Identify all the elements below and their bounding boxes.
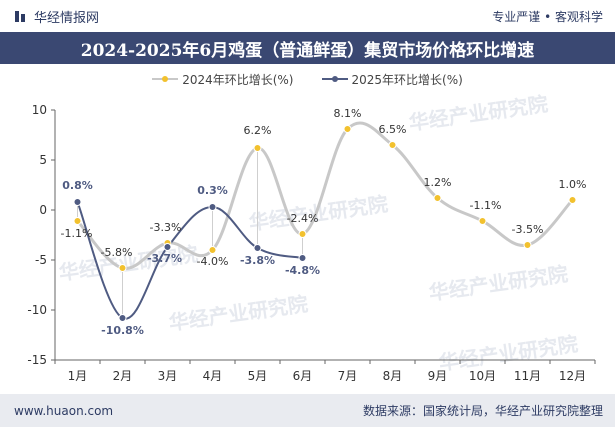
series-2025-data-label: -4.8% (285, 264, 320, 277)
series-2024-point (433, 194, 442, 202)
series-2025-point (298, 254, 307, 262)
series-2024-data-label: -4.0% (197, 255, 229, 268)
legend-label-2024: 2024年环比增长(%) (182, 72, 294, 87)
series-2025-point (163, 243, 172, 251)
series-2024-point (568, 196, 577, 204)
series-2025-data-label: -3.7% (147, 252, 182, 265)
watermark: 华经产业研究院 (407, 92, 549, 135)
y-tick-label: 5 (39, 153, 47, 167)
series-2024-point (343, 125, 352, 133)
watermark: 华经产业研究院 (427, 262, 569, 305)
x-tick-label: 3月 (158, 369, 178, 383)
series-2024-data-label: 1.0% (559, 178, 587, 191)
series-2025-point (253, 244, 262, 252)
series-2024-data-label: -1.1% (61, 227, 93, 240)
x-tick-label: 7月 (338, 369, 358, 383)
y-tick-label: 0 (39, 203, 47, 217)
legend-swatch-2025 (321, 76, 348, 82)
top-bar: 华经情报网 专业严谨 • 客观科学 (0, 0, 615, 32)
line-chart: 华经产业研究院华经产业研究院华经产业研究院华经产业研究院华经产业研究院华经产业研… (27, 92, 596, 383)
brand-name: 华经情报网 (34, 10, 100, 26)
series-2025-data-label: 0.3% (197, 184, 228, 197)
legend-label-2025: 2025年环比增长(%) (351, 72, 463, 87)
x-tick-label: 9月 (428, 369, 448, 383)
series-2024-point (388, 141, 397, 149)
series-2024-point (73, 217, 82, 225)
series-2025-data-label: -3.8% (240, 254, 275, 267)
y-tick-label: 10 (32, 103, 47, 117)
legend: 2024年环比增长(%) 2025年环比增长(%) (0, 68, 615, 90)
footer-url: www.huaon.com (14, 403, 114, 418)
x-tick-label: 8月 (383, 369, 403, 383)
series-2024-data-label: -1.1% (470, 199, 502, 212)
legend-item-2025: 2025年环比增长(%) (321, 71, 463, 88)
series-2024-point (208, 246, 217, 254)
series-2024-data-label: 6.5% (379, 123, 407, 136)
x-tick-label: 6月 (293, 369, 313, 383)
legend-item-2024: 2024年环比增长(%) (152, 71, 294, 88)
y-tick-label: -15 (27, 353, 47, 367)
series-2025-point (118, 314, 127, 322)
footer: www.huaon.com 数据来源：国家统计局，华经产业研究院整理 (0, 394, 615, 427)
series-2024-data-label: -2.4% (287, 212, 319, 225)
x-tick-label: 5月 (248, 369, 268, 383)
x-tick-label: 11月 (514, 369, 541, 383)
series-2024-point (523, 241, 532, 249)
series-2024-point (478, 217, 487, 225)
footer-source: 数据来源：国家统计局，华经产业研究院整理 (362, 404, 603, 418)
series-2024-point (253, 144, 262, 152)
x-tick-label: 1月 (68, 369, 88, 383)
series-2024-point (298, 230, 307, 238)
series-2024-data-label: 1.2% (424, 176, 452, 189)
series-2024-point (118, 264, 127, 272)
x-tick-label: 10月 (469, 369, 496, 383)
x-tick-label: 4月 (203, 369, 223, 383)
series-2024-data-label: 6.2% (244, 124, 272, 137)
series-2025-data-label: 0.8% (62, 179, 93, 192)
y-tick-label: -5 (35, 253, 47, 267)
chart-title: 2024-2025年6月鸡蛋（普通鲜蛋）集贸市场价格环比增速 (0, 32, 615, 64)
series-2024-line (76, 121, 574, 270)
legend-swatch-2024 (152, 76, 179, 82)
x-tick-label: 12月 (559, 369, 586, 383)
series-2024-data-label: -5.8% (101, 246, 133, 259)
series-2025-point (73, 198, 82, 206)
brand: 华经情报网 (14, 7, 99, 26)
x-tick-label: 2月 (113, 369, 133, 383)
brand-logo-icon (15, 11, 25, 22)
tagline: 专业严谨 • 客观科学 (492, 9, 603, 24)
series-2024-data-label: 8.1% (334, 107, 362, 120)
y-tick-label: -10 (27, 303, 47, 317)
series-2024-data-label: -3.3% (150, 221, 182, 234)
series-2024-data-label: -3.5% (512, 223, 544, 236)
series-2025-data-label: -10.8% (101, 324, 144, 337)
series-2025-point (208, 203, 217, 211)
watermark: 华经产业研究院 (167, 292, 309, 335)
